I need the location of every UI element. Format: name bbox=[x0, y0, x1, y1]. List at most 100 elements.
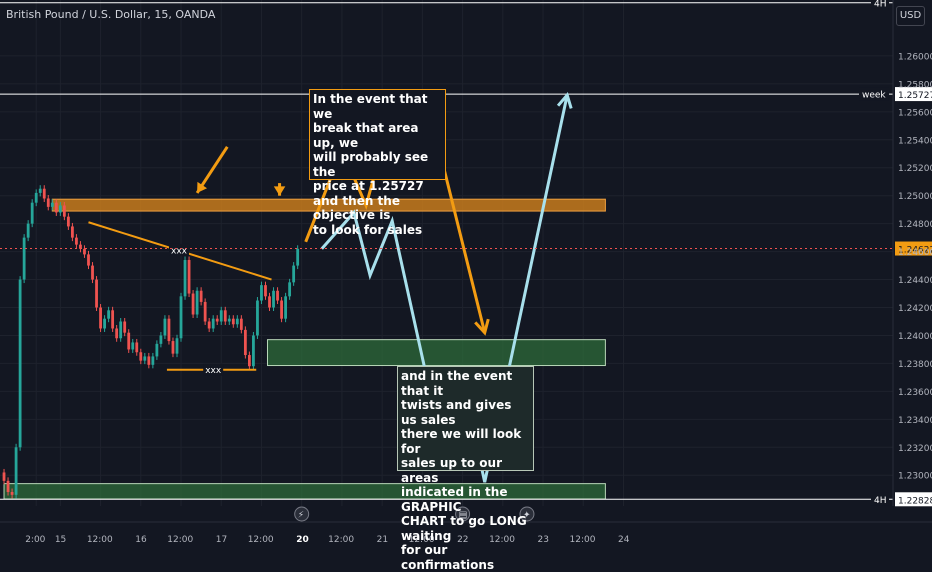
candle-body-52 bbox=[207, 321, 211, 329]
candle-body-7 bbox=[26, 223, 30, 238]
x-tick-label-11: 22 bbox=[457, 535, 468, 545]
candle-body-46 bbox=[183, 259, 187, 297]
annotation-note-up: In the event that we break that area up,… bbox=[309, 89, 446, 237]
x-tick-label-14: 12:00 bbox=[570, 535, 596, 545]
level-tag-bg-2 bbox=[871, 492, 889, 506]
bearish-path-arrowhead bbox=[556, 91, 573, 109]
calendar-event-2 bbox=[519, 506, 535, 522]
candle-body-54 bbox=[215, 318, 219, 322]
candle-body-50 bbox=[199, 290, 203, 302]
lightning-event bbox=[294, 506, 310, 522]
candle-body-34 bbox=[135, 342, 139, 353]
annotation-note-down-text: and in the event that it twists and give… bbox=[401, 369, 527, 572]
candle-body-29 bbox=[115, 328, 119, 339]
candle-body-59 bbox=[235, 318, 239, 325]
x-tick-label-6: 12:00 bbox=[248, 535, 274, 545]
candle-body-5 bbox=[18, 279, 22, 448]
x-tick-label-13: 23 bbox=[538, 535, 549, 545]
candle-body-69 bbox=[276, 290, 279, 301]
y-tick-label-14: 1.23200 bbox=[898, 444, 932, 454]
x-tick-label-7: 20 bbox=[296, 535, 309, 545]
candle-body-53 bbox=[211, 318, 215, 329]
candle-body-74 bbox=[296, 248, 300, 266]
level-tag-2: 4H bbox=[874, 496, 887, 506]
y-tick-label-12: 1.23600 bbox=[898, 388, 932, 398]
candle-body-73 bbox=[292, 265, 296, 283]
x-tick-label-10: 12:00 bbox=[409, 535, 435, 545]
candle-body-58 bbox=[231, 318, 235, 325]
candle-body-12 bbox=[46, 198, 50, 207]
level-tag-1: week bbox=[862, 91, 886, 101]
candle-body-33 bbox=[131, 342, 135, 350]
pointer-arrowhead-0 bbox=[197, 181, 208, 193]
trendline-label-bg-1 bbox=[203, 363, 224, 376]
candle-body-70 bbox=[280, 300, 283, 319]
y-tick-label-10: 1.24000 bbox=[898, 332, 932, 342]
candle-body-48 bbox=[191, 293, 195, 315]
y-tick-label-4: 1.25200 bbox=[898, 164, 932, 174]
y-tick-label-1: 1.25800 bbox=[898, 80, 932, 90]
trendline-label-1: xxx bbox=[205, 366, 222, 376]
x-tick-label-1: 15 bbox=[55, 535, 66, 545]
candle-body-18 bbox=[71, 226, 74, 238]
level-label-2: 1.22828 bbox=[898, 496, 932, 506]
candle-body-23 bbox=[91, 265, 94, 280]
candle-body-6 bbox=[22, 237, 26, 280]
annotation-note-up-text: In the event that we break that area up,… bbox=[313, 92, 429, 237]
candle-body-51 bbox=[203, 301, 207, 322]
x-tick-label-12: 12:00 bbox=[489, 535, 515, 545]
y-tick-label-5: 1.25000 bbox=[898, 192, 932, 202]
candle-body-15 bbox=[58, 205, 62, 213]
candle-body-61 bbox=[243, 329, 247, 356]
candle-body-71 bbox=[284, 296, 287, 319]
currency-button[interactable]: USD bbox=[896, 6, 925, 26]
candle-body-67 bbox=[268, 296, 271, 308]
calendar-event-2-icon: ✦ bbox=[523, 511, 531, 521]
candle-body-31 bbox=[123, 321, 127, 333]
candle-body-49 bbox=[195, 290, 199, 315]
candle-body-14 bbox=[54, 202, 58, 213]
candle-body-60 bbox=[239, 318, 243, 330]
candle-body-37 bbox=[147, 356, 151, 365]
candle-body-42 bbox=[167, 318, 171, 342]
level-tag-bg-1 bbox=[859, 87, 889, 101]
candle-body-17 bbox=[66, 216, 70, 227]
candle-body-22 bbox=[87, 254, 90, 266]
current-price-label-bg bbox=[895, 241, 932, 256]
candle-body-27 bbox=[107, 310, 111, 319]
candle-body-63 bbox=[252, 335, 255, 367]
candle-body-68 bbox=[272, 290, 275, 308]
y-tick-label-11: 1.23800 bbox=[898, 360, 932, 370]
symbol-title: British Pound / U.S. Dollar, 15, OANDA bbox=[6, 8, 216, 21]
x-tick-label-8: 12:00 bbox=[328, 535, 354, 545]
candle-body-45 bbox=[179, 296, 183, 339]
candle-body-8 bbox=[30, 202, 34, 224]
candle-body-72 bbox=[288, 282, 292, 297]
x-tick-label-2: 12:00 bbox=[87, 535, 113, 545]
x-tick-label-4: 12:00 bbox=[167, 535, 193, 545]
candle-body-10 bbox=[38, 188, 42, 193]
y-tick-label-15: 1.23000 bbox=[898, 472, 932, 482]
candle-body-38 bbox=[151, 356, 155, 365]
level-tag-0: 4H bbox=[874, 0, 887, 9]
candle-body-21 bbox=[83, 248, 86, 255]
y-tick-label-0: 1.26000 bbox=[898, 52, 932, 62]
candle-body-9 bbox=[34, 192, 38, 203]
y-tick-label-13: 1.23400 bbox=[898, 416, 932, 426]
candle-body-43 bbox=[171, 341, 175, 354]
candle-body-36 bbox=[143, 356, 147, 361]
support-zone bbox=[266, 339, 606, 367]
candle-body-44 bbox=[175, 338, 179, 354]
level-label-bg-1 bbox=[895, 87, 932, 102]
calendar-event-1-icon: ▤ bbox=[459, 511, 468, 521]
current-price-label: 1.24622 bbox=[898, 246, 932, 256]
candle-body-28 bbox=[111, 310, 115, 329]
candle-body-4 bbox=[14, 447, 18, 495]
candle-body-25 bbox=[99, 307, 102, 329]
candle-body-32 bbox=[127, 332, 131, 350]
trendline-label-0: xxx bbox=[171, 246, 188, 256]
candle-body-39 bbox=[155, 343, 159, 357]
x-tick-label-3: 16 bbox=[135, 535, 147, 545]
candle-body-65 bbox=[260, 285, 263, 301]
calendar-event-1 bbox=[455, 506, 471, 522]
